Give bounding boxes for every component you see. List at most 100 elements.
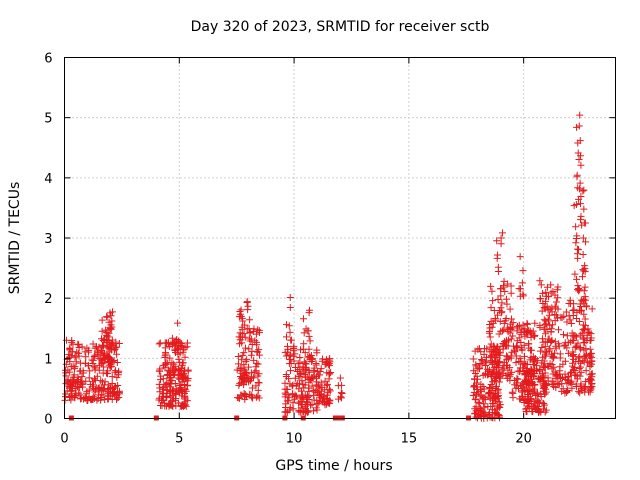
data-point: [539, 353, 547, 361]
data-point: [540, 304, 548, 312]
data-point: [181, 366, 189, 374]
data-point: [297, 407, 305, 415]
data-point: [492, 375, 500, 383]
data-point: [555, 326, 563, 334]
data-point: [474, 389, 482, 397]
data-point: [253, 359, 261, 367]
data-point: [573, 308, 581, 316]
data-point: [556, 367, 564, 375]
data-point: [317, 387, 325, 395]
data-point: [294, 360, 302, 368]
data-point: [539, 289, 547, 297]
data-point: [471, 410, 479, 418]
data-point: [575, 195, 583, 203]
data-point: [251, 337, 259, 345]
data-point: [254, 386, 262, 394]
data-point: [477, 387, 485, 395]
data-point: [550, 379, 558, 387]
data-point: [511, 377, 519, 385]
data-point: [323, 381, 331, 389]
data-point: [523, 319, 531, 327]
data-point: [475, 345, 483, 353]
data-point: [83, 344, 91, 352]
data-point: [316, 368, 324, 376]
data-point: [574, 254, 582, 262]
data-point: [62, 372, 70, 380]
data-point: [100, 356, 108, 364]
data-point: [317, 379, 325, 387]
data-point: [478, 360, 486, 368]
data-point: [504, 366, 512, 374]
data-point: [255, 379, 263, 387]
data-point: [575, 387, 583, 395]
data-point: [540, 316, 548, 324]
data-point: [315, 399, 323, 407]
data-point: [521, 376, 529, 384]
data-point: [236, 329, 244, 337]
data-point: [98, 347, 106, 355]
data-point: [533, 390, 541, 398]
data-point: [494, 263, 502, 271]
data-point: [500, 364, 508, 372]
data-point: [243, 298, 251, 306]
data-point: [543, 302, 551, 310]
data-point: [509, 332, 517, 340]
data-point: [518, 279, 526, 287]
data-point: [106, 323, 114, 331]
data-point: [540, 384, 548, 392]
data-point: [305, 396, 313, 404]
data-point: [315, 371, 323, 379]
data-point: [479, 408, 487, 416]
data-point: [183, 339, 191, 347]
data-point: [155, 367, 163, 375]
data-point: [521, 386, 529, 394]
data-point: [286, 304, 294, 312]
data-point: [552, 298, 560, 306]
data-point: [286, 367, 294, 375]
data-point: [518, 382, 526, 390]
data-point: [292, 382, 300, 390]
data-point: [564, 372, 572, 380]
data-point: [503, 300, 511, 308]
data-point: [581, 293, 589, 301]
data-point: [160, 399, 168, 407]
data-point: [524, 328, 532, 336]
data-point: [536, 375, 544, 383]
data-point: [521, 369, 529, 377]
data-point: [502, 314, 510, 322]
data-point: [577, 345, 585, 353]
data-point: [78, 343, 86, 351]
data-point: [527, 329, 535, 337]
data-point: [519, 267, 527, 275]
data-point: [69, 373, 77, 381]
data-point: [545, 317, 553, 325]
data-point: [565, 299, 573, 307]
data-point: [507, 315, 515, 323]
data-point: [72, 358, 80, 366]
data-point: [76, 391, 84, 399]
data-point: [576, 331, 584, 339]
data-point: [297, 387, 305, 395]
data-point: [82, 377, 90, 385]
data-point: [307, 375, 315, 383]
data-point: [247, 351, 255, 359]
data-point: [98, 327, 106, 335]
data-point: [470, 382, 478, 390]
data-point: [290, 345, 298, 353]
data-point: [487, 282, 495, 290]
data-point: [541, 321, 549, 329]
data-point: [239, 351, 247, 359]
data-point: [286, 355, 294, 363]
data-point: [559, 331, 567, 339]
y-tick-label: 3: [44, 232, 52, 247]
data-point: [564, 376, 572, 384]
data-point: [255, 370, 263, 378]
data-point: [548, 304, 556, 312]
data-point: [548, 380, 556, 388]
data-point: [98, 341, 106, 349]
data-point: [541, 338, 549, 346]
data-point: [100, 363, 108, 371]
data-point: [305, 345, 313, 353]
data-point: [547, 281, 555, 289]
data-point: [88, 356, 96, 364]
